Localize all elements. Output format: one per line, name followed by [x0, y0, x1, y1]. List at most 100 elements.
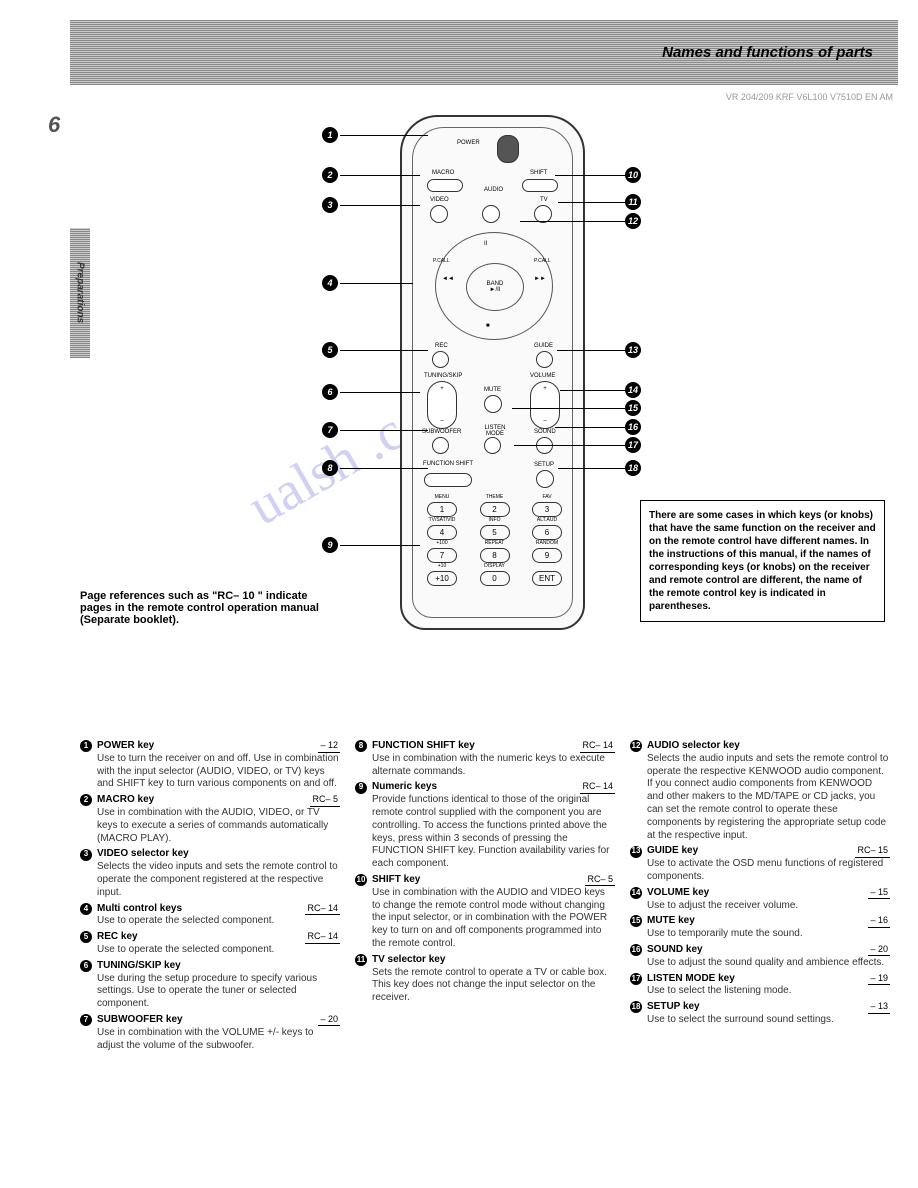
numkey-4: 4TV/SAT/VID	[427, 525, 457, 540]
side-tab: Preparations	[70, 228, 90, 358]
desc-page-ref: RC– 14	[305, 903, 340, 916]
desc-key-name: FUNCTION SHIFT key	[372, 740, 475, 753]
desc-item-2: 2MACRO keyRC– 5Use in combination with t…	[80, 794, 340, 845]
tuning-skip-rocker: +–	[427, 381, 457, 429]
numpad: 1MENU2THEME3FAV4TV/SAT/VID5INFO6ALT.AUD7…	[427, 502, 562, 594]
desc-bullet: 6	[80, 960, 92, 972]
model-line: VR 204/209 KRF V6L100 V7510D EN AM	[726, 92, 893, 102]
header-band: Names and functions of parts	[70, 20, 898, 85]
desc-item-16: 16SOUND key– 20Use to adjust the sound q…	[630, 944, 890, 970]
desc-page-ref: – 13	[868, 1001, 890, 1014]
dpad-ring: BAND ►/II II ■ ◄◄ ►► P.CALL P.CALL	[435, 232, 553, 340]
callout-16: 16	[625, 419, 641, 435]
callout-3: 3	[322, 197, 338, 213]
callout-11: 11	[625, 194, 641, 210]
numkey-8: 8REPEAT	[480, 548, 510, 563]
desc-body: Use in combination with the numeric keys…	[372, 753, 615, 779]
desc-body: Sets the remote control to operate a TV …	[372, 967, 615, 1005]
callout-5: 5	[322, 342, 338, 358]
power-label: POWER	[457, 140, 480, 146]
setup-button	[536, 470, 554, 488]
desc-bullet: 13	[630, 846, 642, 858]
desc-body: Use during the setup procedure to specif…	[97, 973, 340, 1011]
desc-body: Use to activate the OSD menu functions o…	[647, 858, 890, 884]
desc-item-11: 11TV selector keySets the remote control…	[355, 954, 615, 1005]
callout-2: 2	[322, 167, 338, 183]
desc-body: Use to operate the selected component.	[97, 944, 340, 957]
desc-col-3: 12AUDIO selector keySelects the audio in…	[630, 740, 890, 1055]
remote-diagram: POWER MACRO SHIFT AUDIO VIDEO TV BAND ►/…	[395, 115, 590, 635]
callout-10: 10	[625, 167, 641, 183]
function-shift-button	[424, 473, 472, 487]
desc-body: Use in combination with the AUDIO and VI…	[372, 887, 615, 951]
header-title: Names and functions of parts	[662, 44, 873, 61]
dpad-center: BAND ►/II	[466, 263, 524, 311]
desc-body: Use to adjust the receiver volume.	[647, 900, 890, 913]
desc-body: Use to select the listening mode.	[647, 985, 890, 998]
desc-item-3: 3VIDEO selector keySelects the video inp…	[80, 848, 340, 899]
callout-12: 12	[625, 213, 641, 229]
subwoofer-button	[432, 437, 449, 454]
desc-page-ref: RC– 14	[305, 931, 340, 944]
callout-1: 1	[322, 127, 338, 143]
description-columns: 1POWER key– 12Use to turn the receiver o…	[80, 740, 890, 1055]
desc-col-1: 1POWER key– 12Use to turn the receiver o…	[80, 740, 340, 1055]
desc-body: Use to turn the receiver on and off. Use…	[97, 753, 340, 791]
desc-item-13: 13 GUIDE key RC– 15Use to activate the OSD…	[630, 845, 890, 883]
desc-bullet: 5	[80, 931, 92, 943]
desc-item-7: 7SUBWOOFER key– 20Use in combination wit…	[80, 1014, 340, 1052]
callout-8: 8	[322, 460, 338, 476]
desc-bullet: 10	[355, 874, 367, 886]
numkey-5: 5INFO	[480, 525, 510, 540]
numkey-6: 6ALT.AUD	[532, 525, 562, 540]
desc-key-name: GUIDE key	[647, 845, 698, 858]
shift-button	[522, 179, 558, 192]
listen-mode-button	[484, 437, 501, 454]
reference-note: Page references such as "RC– 10 " indica…	[80, 590, 330, 626]
desc-key-name: REC key	[97, 931, 138, 944]
desc-page-ref: – 20	[318, 1014, 340, 1027]
numkey-7: 7+100	[427, 548, 457, 563]
macro-button	[427, 179, 463, 192]
video-button	[430, 205, 448, 223]
numkey-ENT: ENT	[532, 571, 562, 586]
volume-rocker: +–	[530, 381, 560, 429]
desc-item-8: 8FUNCTION SHIFT keyRC– 14Use in combinat…	[355, 740, 615, 778]
callout-18: 18	[625, 460, 641, 476]
numkey-0: 0DISPLAY	[480, 571, 510, 586]
desc-key-name: SOUND key	[647, 944, 703, 957]
rec-button	[432, 351, 449, 368]
mute-button	[484, 395, 502, 413]
desc-bullet: 12	[630, 740, 642, 752]
desc-item-12: 12AUDIO selector keySelects the audio in…	[630, 740, 890, 842]
desc-bullet: 15	[630, 915, 642, 927]
desc-page-ref: RC– 5	[310, 794, 340, 807]
desc-item-1: 1POWER key– 12Use to turn the receiver o…	[80, 740, 340, 791]
desc-item-14: 14VOLUME key– 15Use to adjust the receiv…	[630, 887, 890, 913]
desc-item-5: 5 REC key RC– 14Use to operate the selecte…	[80, 931, 340, 957]
desc-page-ref: – 16	[868, 915, 890, 928]
desc-bullet: 7	[80, 1014, 92, 1026]
desc-key-name: SHIFT key	[372, 874, 420, 887]
numkey-+10: +10+10	[427, 571, 457, 586]
desc-key-name: MUTE key	[647, 915, 695, 928]
desc-item-18: 18SETUP key– 13Use to select the surroun…	[630, 1001, 890, 1027]
desc-body: Provide functions identical to those of …	[372, 794, 615, 871]
desc-bullet: 16	[630, 944, 642, 956]
desc-body: Use to operate the selected component.	[97, 915, 340, 928]
desc-page-ref: – 19	[868, 973, 890, 986]
audio-button	[482, 205, 500, 223]
desc-bullet: 1	[80, 740, 92, 752]
desc-page-ref: RC– 5	[585, 874, 615, 887]
desc-item-6: 6TUNING/SKIP keyUse during the setup pro…	[80, 960, 340, 1011]
guide-button	[536, 351, 553, 368]
desc-item-17: 17LISTEN MODE key– 19Use to select the l…	[630, 973, 890, 999]
desc-key-name: Multi control keys	[97, 903, 182, 916]
desc-key-name: POWER key	[97, 740, 154, 753]
desc-page-ref: RC– 15	[855, 845, 890, 858]
desc-col-2: 8FUNCTION SHIFT keyRC– 14Use in combinat…	[355, 740, 615, 1055]
desc-item-10: 10 SHIFT key RC– 5Use in combination with …	[355, 874, 615, 951]
callout-7: 7	[322, 422, 338, 438]
desc-body: Use in combination with the VOLUME +/- k…	[97, 1027, 340, 1053]
desc-key-name: LISTEN MODE key	[647, 973, 735, 986]
